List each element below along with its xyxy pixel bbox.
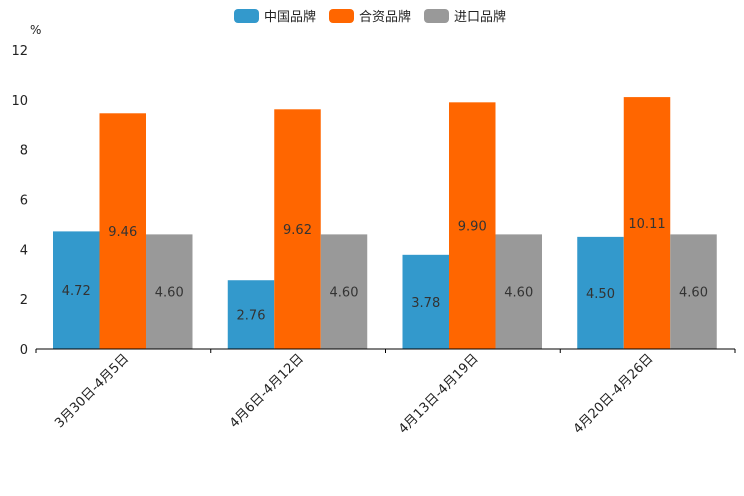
bar-2-4: [623, 97, 671, 349]
y-tick-label: 8: [20, 144, 28, 159]
y-axis-unit: %: [30, 23, 41, 37]
legend-swatch-1: [234, 9, 259, 23]
data-label-2-1: 9.46: [108, 225, 137, 240]
x-axis: 3月30日-4月5日 4月6日-4月12日 4月13日-4月19日 4月20日-4月2…: [35, 348, 736, 437]
bars: 4.72 9.46 4.60 2.76 9.62 4.60 3.78 9.90 4.60 4.50…: [53, 97, 717, 349]
data-label-3-1: 4.60: [155, 286, 184, 301]
bar-1-2: [227, 280, 275, 349]
legend-label-1: 中国品牌: [264, 9, 316, 25]
legend-swatch-2: [329, 9, 354, 23]
bar-3-4: [670, 234, 717, 349]
bar-2-2: [274, 109, 321, 349]
legend-swatch-3: [424, 9, 449, 23]
data-label-3-2: 4.60: [330, 286, 359, 301]
data-label-1-4: 4.50: [586, 287, 615, 302]
bar-3-2: [320, 234, 368, 349]
x-tick-label: 4月6日-4月12日: [227, 351, 307, 431]
y-tick-label: 0: [20, 343, 28, 358]
y-tick-label: 2: [20, 293, 28, 308]
bar-3-1: [146, 234, 193, 349]
x-tick-label: 4月20日-4月26日: [571, 351, 657, 437]
data-label-1-1: 4.72: [62, 284, 91, 299]
bar-3-3: [495, 234, 542, 349]
bar-2-3: [449, 102, 496, 349]
y-tick-label: 12: [11, 44, 28, 59]
bar-1-4: [577, 236, 624, 349]
data-label-2-2: 9.62: [283, 223, 312, 238]
bar-1-3: [402, 254, 449, 349]
data-label-2-4: 10.11: [628, 217, 665, 232]
y-axis: 0 2 4 6 8 10 12: [11, 44, 28, 358]
legend-label-3: 进口品牌: [454, 9, 506, 25]
y-tick-label: 6: [20, 194, 28, 209]
data-label-3-4: 4.60: [679, 286, 708, 301]
legend: 中国品牌 合资品牌 进口品牌: [234, 9, 506, 25]
data-label-1-2: 2.76: [237, 309, 266, 324]
legend-label-2: 合资品牌: [359, 9, 411, 25]
data-label-2-3: 9.90: [458, 220, 487, 235]
x-tick-label: 4月13日-4月19日: [396, 351, 482, 437]
y-tick-label: 10: [11, 94, 28, 109]
data-label-3-3: 4.60: [504, 286, 533, 301]
bar-2-1: [99, 113, 146, 349]
y-tick-label: 4: [20, 243, 28, 258]
bar-1-1: [53, 231, 100, 349]
x-tick-label: 3月30日-4月5日: [52, 351, 132, 431]
data-label-1-3: 3.78: [411, 296, 440, 311]
